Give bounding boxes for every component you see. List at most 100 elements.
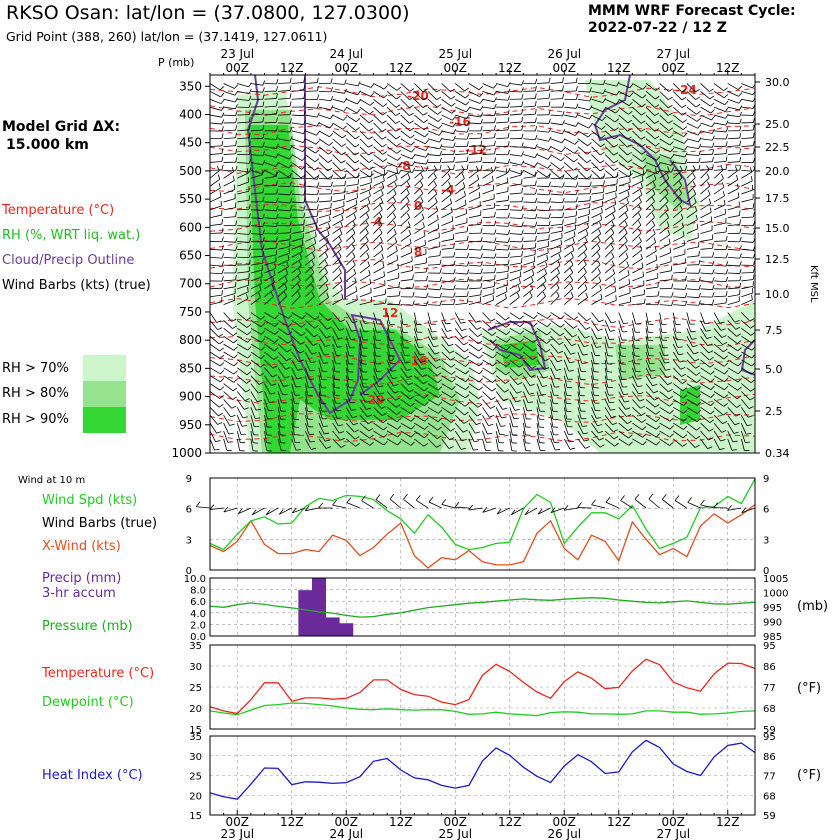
wind-barb	[754, 320, 755, 321]
wind-barb-flag	[640, 143, 646, 148]
wind-barb	[645, 250, 657, 258]
heat-index-line	[209, 739, 756, 800]
wind-barb-flag	[394, 237, 398, 243]
wind-barb	[278, 90, 291, 92]
wind-barb	[482, 189, 494, 195]
wind-barb-flag	[231, 405, 237, 409]
wind-barb	[563, 335, 572, 346]
wind-barb-flag	[462, 182, 466, 188]
wind-barb-flag	[556, 268, 560, 274]
wind-barb	[618, 83, 631, 89]
wind-barb	[332, 415, 339, 427]
wind-barb-flag	[516, 391, 522, 394]
wind-barb-flag	[420, 181, 424, 186]
wind-barb-flag	[352, 228, 356, 234]
wind-barb	[482, 83, 494, 89]
wind-barb-flag	[380, 399, 386, 402]
wind-barb	[645, 351, 650, 364]
wind-barb	[400, 359, 407, 371]
surface-wind-barb-flag	[661, 494, 667, 500]
wind-barb-flag	[628, 278, 631, 284]
wind-barb-flag	[330, 95, 334, 101]
wind-barb	[618, 414, 628, 424]
wind-barb	[536, 295, 546, 305]
wind-barb-flag	[517, 382, 523, 386]
legend-cloud-outline: Cloud/Precip Outline	[2, 253, 135, 268]
wind-barb	[700, 391, 712, 398]
wind-barb	[686, 328, 693, 340]
wind-barb-flag	[269, 401, 275, 403]
wind-barb-flag	[232, 396, 237, 400]
wind-barb-flag	[235, 260, 238, 266]
wind-barb-flag	[422, 88, 428, 93]
wind-barb-flag	[260, 278, 263, 284]
wind-barb	[482, 198, 495, 203]
wind-barb	[645, 98, 656, 108]
wind-barb	[482, 407, 490, 418]
temp-contour-label: 8	[414, 245, 422, 259]
surface-wind-barb	[661, 499, 674, 509]
wind-barb-flag	[720, 165, 724, 171]
wind-barb-flag	[424, 434, 429, 439]
wind-barb-flag	[382, 111, 387, 116]
wind-barb	[468, 179, 480, 187]
wind-barb	[659, 225, 670, 234]
wind-barb	[332, 138, 343, 147]
wind-barb-flag	[312, 343, 318, 346]
wind-barb	[632, 180, 644, 187]
wind-barb	[414, 169, 427, 172]
wind-barb	[332, 312, 341, 323]
wind-barb-flag	[734, 166, 738, 172]
wind-barb-flag	[257, 390, 263, 394]
wind-barb	[523, 209, 536, 212]
wind-barb	[468, 414, 477, 425]
wind-barb	[318, 375, 322, 388]
precip-bar	[312, 578, 326, 636]
wind-barb-flag	[725, 226, 728, 233]
wind-barb	[250, 90, 263, 93]
wind-barb	[345, 320, 352, 332]
wind-barb-flag	[667, 166, 670, 172]
wind-barb	[414, 209, 424, 219]
wind-barb-flag	[611, 220, 615, 226]
top-axis-date-label: 27 Jul	[656, 47, 690, 61]
surface-wind-barb-flag	[332, 499, 337, 506]
wind-barb	[604, 391, 610, 403]
wind-barb	[700, 91, 711, 100]
wind-barb-flag	[301, 315, 306, 320]
wind-barb	[714, 122, 727, 126]
wind-barb-flag	[355, 286, 358, 292]
wind-barb-flag	[288, 154, 293, 160]
wind-barb	[591, 233, 602, 242]
wind-barb-flag	[583, 276, 587, 281]
wind-barb	[496, 137, 509, 140]
wind-barb-flag	[466, 127, 470, 133]
wind-barb	[522, 423, 526, 435]
wind-barb	[264, 113, 277, 116]
wind-barb-flag	[275, 143, 279, 149]
wind-barb	[359, 98, 371, 106]
wind-barb	[223, 320, 233, 329]
wind-barb-flag	[597, 328, 603, 331]
wind-barb	[386, 259, 399, 266]
wind-barb-flag	[246, 317, 251, 321]
wind-barb	[291, 154, 303, 161]
wind-barb-flag	[480, 276, 483, 282]
wind-barb-flag	[243, 407, 249, 410]
wind-barb	[237, 199, 250, 203]
wind-barb	[237, 298, 248, 305]
wind-barb	[713, 328, 723, 338]
wind-barb	[359, 122, 369, 132]
wind-barb	[264, 247, 277, 250]
wind-barb-flag	[603, 180, 605, 186]
wind-barb-flag	[589, 174, 592, 180]
wind-barb-flag	[624, 244, 628, 250]
wind-barb-flag	[656, 425, 661, 430]
wind-barb	[210, 301, 222, 306]
wind-barb	[673, 430, 684, 439]
wind-barb-flag	[698, 250, 700, 256]
wind-barb	[604, 232, 615, 242]
wind-barb	[659, 391, 670, 400]
wind-barb	[305, 106, 318, 109]
wind-barb	[523, 375, 531, 386]
